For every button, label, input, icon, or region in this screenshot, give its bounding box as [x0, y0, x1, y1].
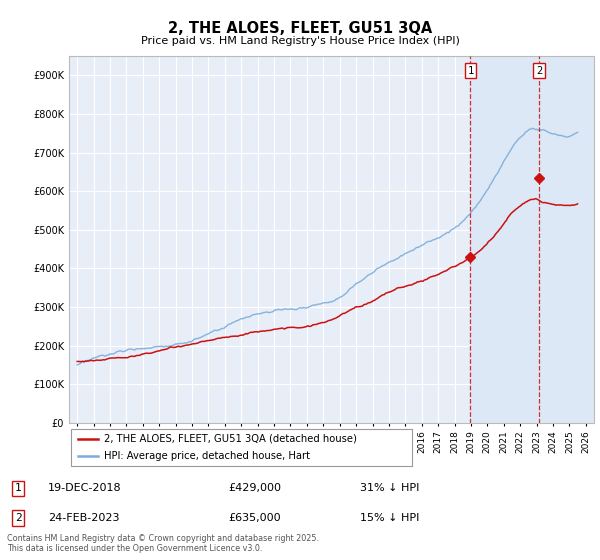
Text: 2, THE ALOES, FLEET, GU51 3QA (detached house): 2, THE ALOES, FLEET, GU51 3QA (detached … — [104, 433, 356, 444]
Text: 2, THE ALOES, FLEET, GU51 3QA: 2, THE ALOES, FLEET, GU51 3QA — [168, 21, 432, 36]
Text: 31% ↓ HPI: 31% ↓ HPI — [360, 483, 419, 493]
Text: 2: 2 — [14, 513, 22, 523]
Text: 1: 1 — [14, 483, 22, 493]
Text: Contains HM Land Registry data © Crown copyright and database right 2025.
This d: Contains HM Land Registry data © Crown c… — [7, 534, 319, 553]
Text: £429,000: £429,000 — [228, 483, 281, 493]
Text: Price paid vs. HM Land Registry's House Price Index (HPI): Price paid vs. HM Land Registry's House … — [140, 36, 460, 46]
FancyBboxPatch shape — [71, 430, 412, 465]
Text: £635,000: £635,000 — [228, 513, 281, 523]
Text: 24-FEB-2023: 24-FEB-2023 — [48, 513, 119, 523]
Bar — [470, 56, 594, 423]
Text: HPI: Average price, detached house, Hart: HPI: Average price, detached house, Hart — [104, 451, 310, 461]
Text: 2: 2 — [536, 66, 542, 76]
Text: 1: 1 — [467, 66, 473, 76]
Text: 15% ↓ HPI: 15% ↓ HPI — [360, 513, 419, 523]
Text: 19-DEC-2018: 19-DEC-2018 — [48, 483, 122, 493]
